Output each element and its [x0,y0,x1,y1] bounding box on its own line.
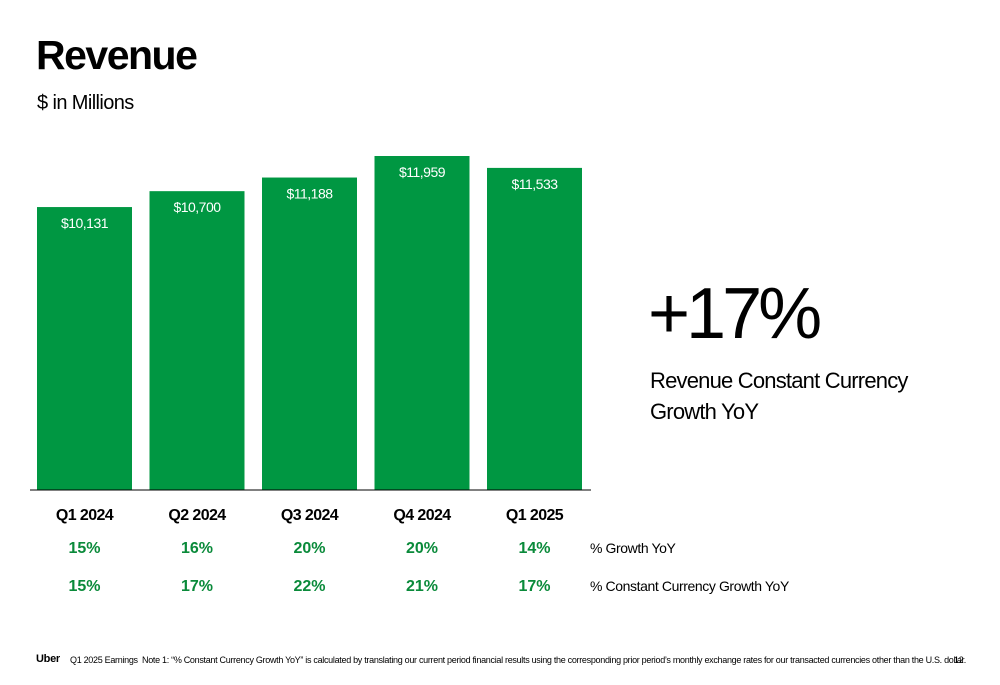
constant-currency-growth-value: 21% [406,578,438,595]
constant-currency-growth-value: 17% [518,578,550,595]
growth-yoy-value: 15% [68,540,100,557]
bar-q2-2024 [149,191,245,491]
bar-q3-2024 [262,177,357,490]
page-number: 12 [954,655,964,665]
growth-yoy-value: 20% [293,540,325,557]
footer-logo: Uber [36,653,60,665]
page-subtitle: $ in Millions [37,92,134,114]
growth-yoy-value: 14% [518,540,550,557]
callout-label: Revenue Constant Currency Growth YoY [650,368,908,424]
x-tick-label: Q2 2024 [168,507,226,524]
growth-yoy-row-label: % Growth YoY [590,540,677,556]
x-tick-label: Q1 2024 [56,507,114,524]
footer-earnings-label: Q1 2025 Earnings [70,655,138,665]
bar-value-label: $11,188 [286,186,333,202]
page-title: Revenue [36,32,198,78]
x-tick-label: Q3 2024 [281,507,339,524]
bar-value-label: $10,131 [61,215,109,231]
bar-q4-2024 [374,156,470,490]
constant-currency-growth-value: 15% [68,578,100,595]
growth-yoy-value: 16% [181,540,213,557]
x-tick-label: Q4 2024 [393,507,451,524]
bar-value-label: $11,959 [399,164,446,180]
constant-currency-growth-row-label: % Constant Currency Growth YoY [590,578,790,594]
growth-yoy-value: 20% [406,540,438,557]
bar-q1-2025 [487,167,582,490]
constant-currency-growth-value: 17% [181,578,213,595]
callout-value: +17% [648,274,822,354]
x-tick-label: Q1 2025 [506,507,564,524]
constant-currency-growth-value: 22% [293,578,325,595]
bar-q1-2024 [37,207,132,490]
bar-value-label: $10,700 [173,199,221,215]
footer-note: Note 1: “% Constant Currency Growth YoY”… [142,655,967,665]
bar-value-label: $11,533 [511,176,558,192]
